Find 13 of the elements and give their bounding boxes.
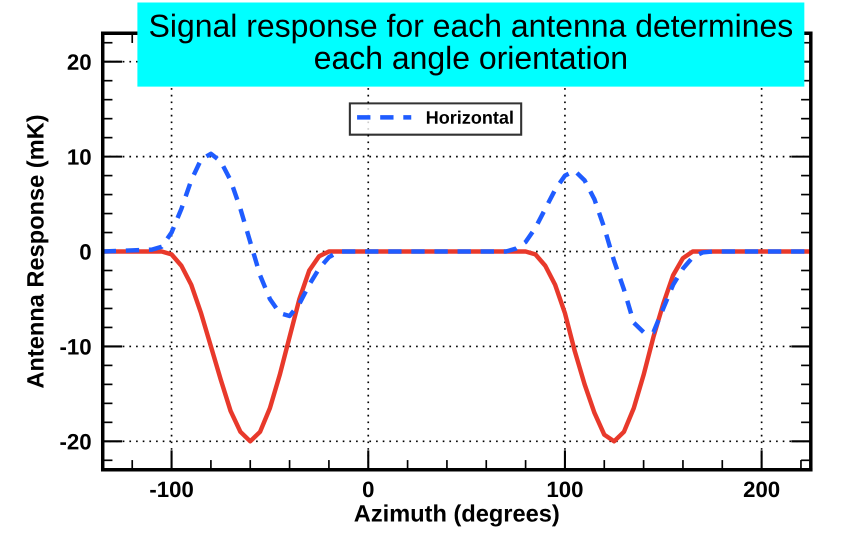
- y-tick-label: -20: [60, 434, 91, 450]
- y-tick-label: 0: [80, 244, 91, 260]
- y-tick-label: 10: [68, 149, 91, 165]
- legend-label: Horizontal: [426, 110, 513, 124]
- y-tick-label: 20: [68, 54, 91, 70]
- x-axis-title: Azimuth (degrees): [354, 504, 559, 527]
- annotation: Signal response for each antenna determines each angle orientation: [150, 14, 792, 76]
- y-axis-title: Antenna Response (mK): [26, 116, 48, 388]
- x-tick-label: 200: [744, 481, 780, 498]
- x-tick-label: 0: [362, 481, 374, 498]
- x-tick-label: -100: [150, 481, 193, 498]
- y-tick-label: -10: [60, 338, 91, 355]
- x-tick-label: 100: [548, 481, 583, 498]
